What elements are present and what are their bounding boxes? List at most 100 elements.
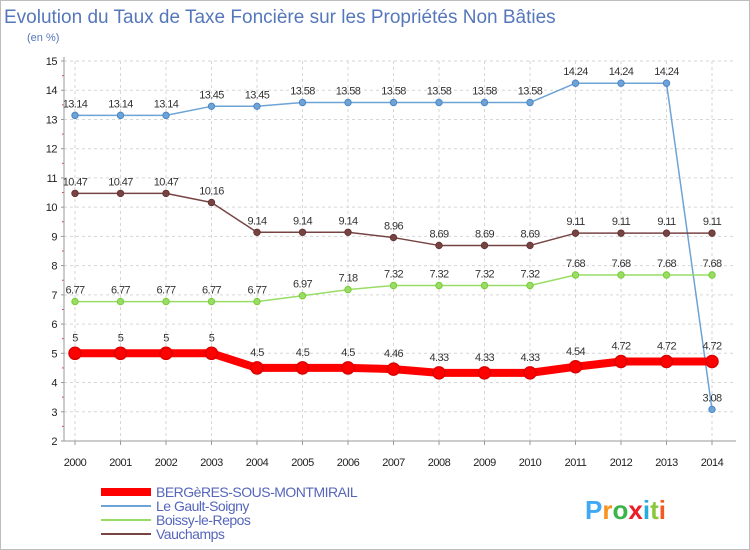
data-point bbox=[617, 229, 625, 237]
data-label: 6.77 bbox=[111, 285, 130, 297]
data-label: 6.77 bbox=[247, 285, 266, 297]
data-label: 4.33 bbox=[429, 352, 448, 364]
x-tick-label: 2000 bbox=[64, 457, 87, 469]
data-label: 9.14 bbox=[293, 215, 312, 227]
data-point bbox=[568, 360, 583, 374]
data-point bbox=[298, 228, 307, 236]
data-point bbox=[295, 361, 310, 375]
data-point bbox=[480, 98, 489, 107]
data-point bbox=[477, 366, 492, 380]
y-tick-label: 5 bbox=[51, 348, 57, 360]
data-point bbox=[526, 241, 534, 250]
data-label: 6.97 bbox=[293, 279, 312, 291]
data-point bbox=[162, 297, 170, 306]
x-tick-label: 2014 bbox=[701, 457, 724, 469]
data-point bbox=[253, 297, 261, 306]
y-tick-label: 15 bbox=[46, 56, 58, 68]
data-point bbox=[159, 346, 173, 361]
data-label: 7.68 bbox=[702, 258, 721, 270]
data-point bbox=[614, 354, 628, 369]
y-tick-label: 8 bbox=[51, 261, 57, 273]
data-point bbox=[523, 366, 537, 380]
logo-letter: i bbox=[659, 495, 666, 525]
axes: 2 3 4 5 6 7 8 9 10 11 12 13 14 15 2000 2001 2002 2003 2004… bbox=[46, 56, 736, 469]
data-point bbox=[571, 79, 580, 87]
data-label: 7.68 bbox=[566, 258, 585, 270]
grid bbox=[64, 60, 736, 442]
data-label: 13.58 bbox=[427, 86, 452, 98]
data-label: 14.24 bbox=[654, 66, 679, 78]
data-label: 5 bbox=[72, 332, 78, 344]
data-label: 13.58 bbox=[381, 86, 406, 98]
x-tick-label: 2002 bbox=[155, 457, 178, 469]
data-point bbox=[71, 189, 79, 198]
data-point bbox=[207, 297, 216, 306]
x-tick-label: 2006 bbox=[337, 457, 360, 469]
y-tick-label: 2 bbox=[51, 436, 57, 448]
data-label: 13.14 bbox=[108, 98, 133, 110]
y-tick-label: 12 bbox=[46, 144, 58, 156]
data-label: 9.11 bbox=[703, 216, 722, 228]
data-label: 8.69 bbox=[475, 228, 494, 240]
data-point bbox=[480, 281, 489, 290]
series-le-gault-soigny: 13.14 13.14 13.14 13.45 13.45 13.58 13.58 13.58… bbox=[63, 66, 723, 414]
data-label: 7.18 bbox=[338, 273, 357, 285]
data-label: 7.32 bbox=[520, 268, 539, 280]
data-label: 9.11 bbox=[566, 216, 585, 228]
data-point bbox=[386, 362, 401, 376]
legend-label: Boissy-le-Repos bbox=[156, 512, 251, 528]
logo-letter: t bbox=[650, 495, 659, 525]
series-berg-res-sous-montmirail: 5 5 5 5 4.5 4.5 4.5 4.46 4.33 4.33 4.33 4.54 4.72 4.7… bbox=[68, 332, 723, 380]
y-axis-unit: (en %) bbox=[27, 32, 59, 44]
data-point bbox=[344, 228, 352, 236]
legend-label: BERGèRES-SOUS-MONTMIRAIL bbox=[156, 484, 358, 500]
data-label: 5 bbox=[163, 332, 169, 344]
y-tick-label: 6 bbox=[51, 319, 57, 331]
data-label: 9.11 bbox=[657, 216, 676, 228]
data-point bbox=[389, 233, 398, 242]
data-label: 3.08 bbox=[702, 392, 721, 404]
data-label: 13.14 bbox=[154, 98, 179, 110]
logo-letter: x bbox=[628, 495, 643, 525]
data-point bbox=[662, 271, 671, 279]
logo-letter: o bbox=[612, 495, 628, 525]
data-point bbox=[571, 271, 580, 279]
x-tick-label: 2012 bbox=[610, 457, 633, 469]
x-tick-label: 2003 bbox=[200, 457, 223, 469]
data-point bbox=[708, 271, 716, 279]
data-label: 7.68 bbox=[611, 258, 630, 270]
data-point bbox=[662, 229, 671, 237]
data-point bbox=[298, 292, 307, 300]
data-label: 7.32 bbox=[475, 268, 494, 280]
data-point bbox=[435, 98, 443, 107]
data-point bbox=[662, 79, 671, 87]
x-tick-label: 2004 bbox=[246, 457, 269, 469]
data-label: 13.45 bbox=[245, 89, 270, 101]
y-tick-label: 7 bbox=[51, 290, 57, 302]
data-label: 5 bbox=[209, 332, 215, 344]
data-label: 7.32 bbox=[429, 268, 448, 280]
data-label: 4.46 bbox=[384, 348, 403, 360]
data-label: 8.69 bbox=[429, 228, 448, 240]
data-point bbox=[68, 346, 82, 361]
data-label: 13.58 bbox=[290, 86, 315, 98]
data-point bbox=[480, 241, 489, 250]
y-tick-label: 14 bbox=[46, 85, 58, 97]
y-tick-label: 13 bbox=[46, 114, 58, 126]
series-group: 13.14 13.14 13.14 13.45 13.45 13.58 13.58 13.58… bbox=[63, 66, 723, 414]
data-label: 5 bbox=[118, 332, 124, 344]
series-boissy-le-repos: 6.77 6.77 6.77 6.77 6.77 6.97 7.18 7.32 7.32 7.32… bbox=[65, 258, 723, 306]
data-point bbox=[432, 366, 446, 380]
data-point bbox=[435, 281, 443, 290]
data-point bbox=[71, 297, 79, 306]
data-point bbox=[526, 98, 534, 107]
series-vauchamps: 10.47 10.47 10.47 10.16 9.14 9.14 9.14 8.96 8.69… bbox=[63, 176, 722, 250]
data-label: 13.14 bbox=[63, 98, 88, 110]
data-label: 7.32 bbox=[384, 268, 403, 280]
data-label: 4.5 bbox=[250, 347, 264, 359]
data-point bbox=[250, 361, 264, 375]
data-point bbox=[162, 189, 170, 198]
data-point bbox=[617, 271, 625, 279]
